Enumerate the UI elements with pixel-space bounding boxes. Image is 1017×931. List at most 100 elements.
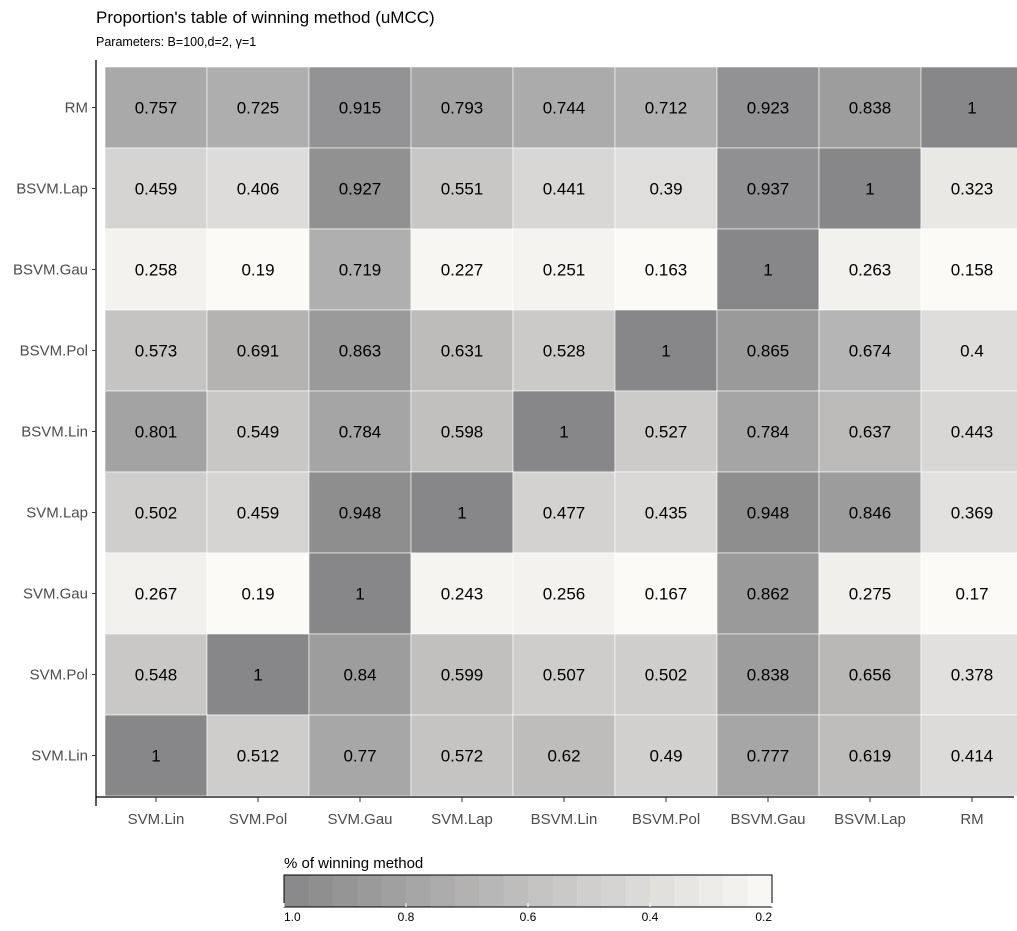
cell-value-label: 0.637 [849,423,892,442]
legend-gradient-step [332,875,358,907]
cell-value-label: 0.19 [241,261,274,280]
cell-value-label: 0.712 [645,99,688,118]
legend-gradient-step [723,875,749,907]
heatmap-cell [308,633,412,716]
cell-value-label: 0.414 [951,747,994,766]
heatmap-cell [512,228,616,311]
heatmap-cell [308,714,412,797]
legend-gradient-step [650,875,675,907]
heatmap-cell [308,228,412,311]
cell-value-label: 0.528 [543,342,586,361]
cell-value-label: 0.258 [135,261,178,280]
cell-value-label: 0.435 [645,504,688,523]
heatmap-cell [716,633,820,716]
legend-gradient-step [479,875,505,907]
cell-value-label: 0.619 [849,747,892,766]
heatmap-cell [716,147,820,230]
heatmap-cell [410,390,514,473]
cell-value-label: 0.598 [441,423,484,442]
cell-value-label: 1 [253,666,262,685]
heatmap-cell [206,390,310,473]
legend-title: % of winning method [284,855,424,872]
cell-value-label: 0.507 [543,666,586,685]
legend-gradient-step [625,875,651,907]
cell-value-label: 0.527 [645,423,688,442]
legend-tick-label: 0.8 [398,910,415,924]
heatmap-cell [920,309,1017,392]
cell-value-label: 0.62 [547,747,580,766]
legend-tick-label: 0.4 [642,910,659,924]
cell-value-label: 0.549 [237,423,280,442]
legend-gradient-step [747,875,773,907]
cell-value-label: 0.378 [951,666,994,685]
heatmap-cell [308,147,412,230]
cell-value-label: 0.256 [543,585,586,604]
legend-gradient-step [552,875,578,907]
legend-tick-label: 1.0 [284,910,301,924]
cell-value-label: 0.631 [441,342,484,361]
heatmap-cell [512,390,616,473]
heatmap-cell [104,633,208,716]
heatmap-cell [512,471,616,554]
heatmap-cell [308,66,412,149]
x-tick-label: BSVM.Pol [632,811,700,828]
heatmap-cell [614,147,718,230]
heatmap-cell [410,552,514,635]
cell-value-label: 0.784 [747,423,790,442]
cell-value-label: 0.369 [951,504,994,523]
legend-gradient-step [698,875,724,907]
cell-value-label: 0.512 [237,747,280,766]
x-tick-label: SVM.Pol [229,811,287,828]
heatmap-cell [308,309,412,392]
heatmap-cell [206,552,310,635]
heatmap-cell [104,66,208,149]
y-tick-label: RM [65,100,88,117]
heatmap-cell [818,390,922,473]
cell-value-label: 0.158 [951,261,994,280]
heatmap-cell [716,552,820,635]
heatmap-cell [104,714,208,797]
cell-value-label: 0.323 [951,180,994,199]
cell-value-label: 1 [865,180,874,199]
heatmap-cell [512,552,616,635]
heatmap-cell [614,66,718,149]
cell-value-label: 1 [559,423,568,442]
legend-gradient-step [357,875,383,907]
cell-value-label: 0.4 [960,342,984,361]
cell-value-label: 0.777 [747,747,790,766]
y-tick-label: BSVM.Gau [13,262,88,279]
heatmap-cell [410,66,514,149]
heatmap-cell [410,309,514,392]
cell-value-label: 0.573 [135,342,178,361]
cell-value-label: 1 [661,342,670,361]
legend-gradient-step [674,875,700,907]
cell-value-label: 0.502 [135,504,178,523]
heatmap-cell [410,633,514,716]
y-tick-label: BSVM.Lap [16,181,88,198]
heatmap-cell [206,228,310,311]
cell-value-label: 1 [151,747,160,766]
cell-value-label: 0.757 [135,99,178,118]
cell-value-label: 0.572 [441,747,484,766]
cell-value-label: 0.441 [543,180,586,199]
cell-value-label: 0.275 [849,585,892,604]
heatmap-cell [206,471,310,554]
cell-value-label: 0.801 [135,423,178,442]
heatmap-cell [920,714,1017,797]
heatmap-cell [716,714,820,797]
heatmap-cell [920,147,1017,230]
heatmap-cell [818,633,922,716]
legend-tick-label: 0.2 [755,910,772,924]
legend-gradient-step [576,875,602,907]
cell-value-label: 0.862 [747,585,790,604]
heatmap-cell [512,714,616,797]
heatmap-cell [104,228,208,311]
cell-value-label: 1 [457,504,466,523]
legend-gradient-step [406,875,431,907]
cell-value-label: 0.948 [747,504,790,523]
cell-value-label: 0.167 [645,585,688,604]
cell-value-label: 0.784 [339,423,382,442]
cell-value-label: 0.459 [135,180,178,199]
heatmap-cell [716,471,820,554]
